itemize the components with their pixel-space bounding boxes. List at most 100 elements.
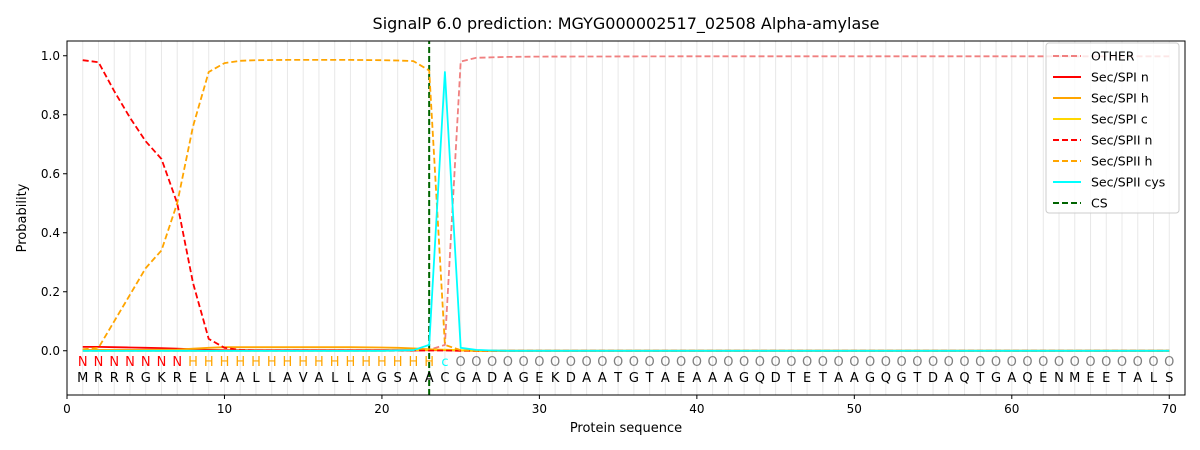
region-label: O (1022, 355, 1032, 370)
x-tick-label: 70 (1162, 402, 1177, 416)
residue-label: E (535, 371, 543, 386)
residue-label: A (850, 371, 859, 386)
region-label: O (471, 355, 481, 370)
residue-label: T (786, 371, 795, 386)
region-label: O (597, 355, 607, 370)
series-lines-layer (82, 55, 1170, 352)
region-label: c (441, 355, 448, 370)
region-label: O (1085, 355, 1095, 370)
region-label: N (109, 355, 119, 370)
residue-label: A (236, 371, 245, 386)
region-label: H (283, 355, 293, 370)
residue-label: A (834, 371, 843, 386)
legend-label: Sec/SPII h (1091, 154, 1152, 169)
region-label: H (409, 355, 419, 370)
region-label: O (566, 355, 576, 370)
region-label: O (534, 355, 544, 370)
residue-label: A (661, 371, 670, 386)
region-label: O (1070, 355, 1080, 370)
residue-label: A (598, 371, 607, 386)
series-line-sec-spii-n (82, 59, 1170, 352)
residue-label: E (1102, 371, 1110, 386)
region-label: H (377, 355, 387, 370)
y-tick-label: 0.4 (41, 226, 60, 240)
region-label: H (188, 355, 198, 370)
y-tick-label: 0.6 (41, 167, 60, 181)
region-label: N (157, 355, 167, 370)
residue-label: A (944, 371, 953, 386)
y-tick-label: 0.8 (41, 108, 60, 122)
region-label: O (755, 355, 765, 370)
region-label: O (1148, 355, 1158, 370)
residue-label: A (1007, 371, 1016, 386)
residue-label: V (299, 371, 308, 386)
region-label: O (1038, 355, 1048, 370)
region-label: O (660, 355, 670, 370)
grid-layer (82, 41, 1170, 395)
residue-label: A (708, 371, 717, 386)
residue-label: A (503, 371, 512, 386)
residue-label: A (220, 371, 229, 386)
residue-label: Q (1022, 371, 1032, 386)
legend-label: Sec/SPI n (1091, 70, 1149, 85)
legend-label: Sec/SPI c (1091, 112, 1148, 127)
residue-label: N (1054, 371, 1064, 386)
region-label: O (975, 355, 985, 370)
x-tick-label: 30 (532, 402, 547, 416)
region-label: O (896, 355, 906, 370)
region-label: O (1007, 355, 1017, 370)
residue-label: A (692, 371, 701, 386)
x-tick-label: 50 (847, 402, 862, 416)
y-tick-label: 1.0 (41, 49, 60, 63)
series-line-sec-spii-cys (82, 71, 1170, 352)
residue-label: L (331, 371, 339, 386)
residue-label: M (77, 371, 88, 386)
residue-label: Q (755, 371, 765, 386)
residue-label: R (173, 371, 182, 386)
residue-label: A (1133, 371, 1142, 386)
region-label: H (251, 355, 261, 370)
residue-label: G (897, 371, 907, 386)
region-label: O (833, 355, 843, 370)
legend-label: CS (1091, 196, 1108, 211)
region-label: H (330, 355, 340, 370)
region-label: H (298, 355, 308, 370)
region-label: O (865, 355, 875, 370)
residue-label: G (865, 371, 875, 386)
region-label: O (456, 355, 466, 370)
region-label: H (235, 355, 245, 370)
region-label: H (361, 355, 371, 370)
region-label: O (881, 355, 891, 370)
residue-label: G (141, 371, 151, 386)
residue-label: A (314, 371, 323, 386)
region-label: O (1054, 355, 1064, 370)
x-tick-label: 60 (1004, 402, 1019, 416)
region-label: O (944, 355, 954, 370)
residue-label: M (1069, 371, 1080, 386)
residue-label: K (157, 371, 166, 386)
region-label: N (94, 355, 104, 370)
region-label: O (786, 355, 796, 370)
region-label: O (582, 355, 592, 370)
residue-label: T (912, 371, 921, 386)
region-label: O (519, 355, 529, 370)
region-label: O (849, 355, 859, 370)
region-label: H (393, 355, 403, 370)
residue-label: R (110, 371, 119, 386)
region-label: N (141, 355, 151, 370)
legend-label: OTHER (1091, 49, 1135, 64)
legend-label: Sec/SPII cys (1091, 175, 1165, 190)
region-label: O (959, 355, 969, 370)
residue-label: D (487, 371, 497, 386)
residue-label: Q (959, 371, 969, 386)
residue-label: T (975, 371, 984, 386)
x-tick-label: 10 (217, 402, 232, 416)
residue-label: G (377, 371, 387, 386)
chart-title: SignalP 6.0 prediction: MGYG000002517_02… (373, 14, 880, 34)
series-line-sec-spii-h (82, 59, 1170, 352)
region-label: N (78, 355, 88, 370)
x-axis-label: Protein sequence (570, 421, 682, 436)
residue-label: G (629, 371, 639, 386)
